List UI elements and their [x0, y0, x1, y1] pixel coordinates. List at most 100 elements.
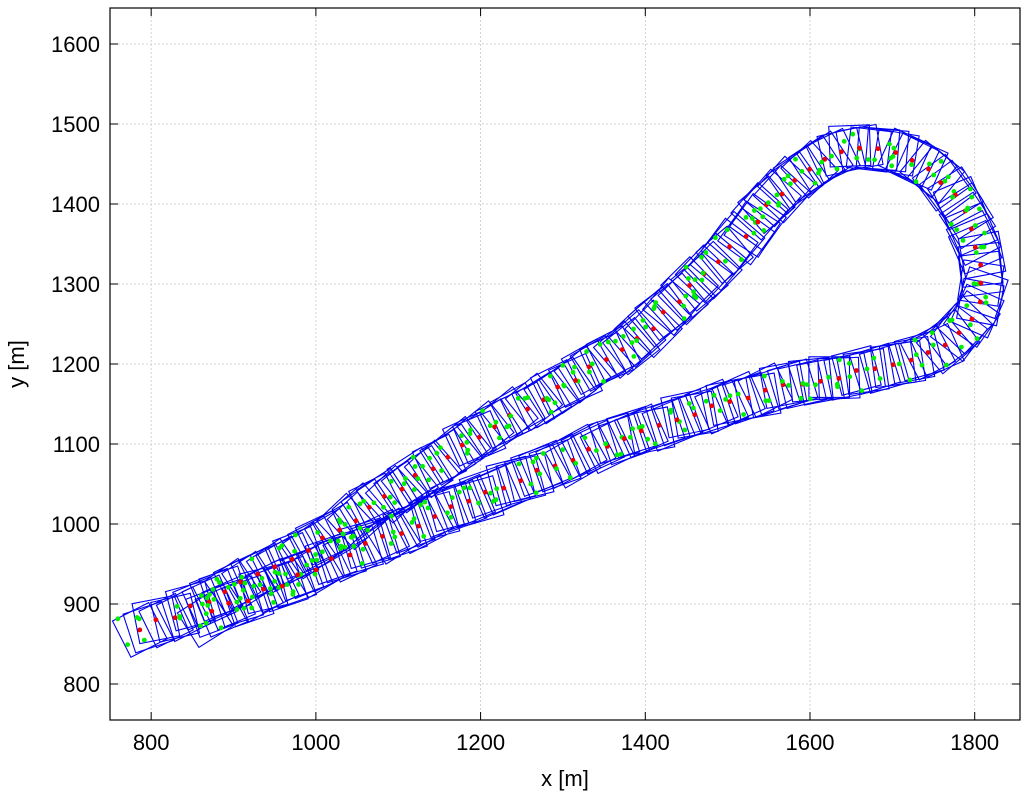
feature-point [594, 448, 599, 453]
center-point [925, 350, 931, 355]
pose-box [474, 393, 530, 449]
feature-point [683, 264, 689, 270]
feature-point [835, 384, 840, 390]
feature-point [969, 194, 975, 200]
feature-point [434, 450, 440, 456]
feature-point [760, 214, 766, 220]
feature-point [528, 481, 534, 487]
feature-point [410, 454, 416, 460]
x-tick-label: 1400 [621, 730, 670, 755]
feature-point [854, 155, 860, 161]
feature-point [134, 615, 140, 620]
feature-point [437, 445, 443, 450]
feature-point [819, 159, 825, 165]
feature-point [237, 595, 243, 601]
feature-point [703, 250, 709, 255]
feature-point [392, 534, 398, 540]
pose-box [660, 388, 710, 439]
feature-point [467, 485, 473, 491]
feature-point [618, 451, 624, 457]
feature-point [415, 476, 421, 482]
feature-point [461, 485, 467, 491]
feature-point [561, 383, 567, 389]
feature-point [389, 513, 394, 519]
feature-point [841, 138, 847, 144]
feature-point [983, 300, 989, 306]
feature-point [864, 366, 870, 372]
center-point [313, 567, 319, 573]
feature-point [968, 322, 973, 328]
center-point [709, 403, 714, 409]
feature-point [226, 584, 231, 590]
feature-point [360, 546, 366, 552]
pose-box [553, 344, 613, 404]
feature-point [217, 580, 222, 585]
center-point [261, 586, 266, 592]
pose-box [694, 379, 750, 435]
feature-point [348, 534, 354, 540]
feature-point [847, 374, 853, 380]
pose-box [842, 348, 890, 396]
feature-point [449, 495, 455, 500]
feature-point [412, 464, 418, 469]
feature-point [493, 497, 499, 503]
feature-point [757, 206, 763, 212]
feature-point [174, 604, 180, 609]
pose-box [529, 359, 586, 415]
feature-point [973, 223, 978, 228]
feature-point [234, 607, 240, 612]
feature-point [693, 295, 699, 300]
center-point [926, 166, 931, 172]
center-point [380, 533, 385, 539]
center-point [792, 178, 798, 183]
center-point [619, 347, 625, 352]
feature-point [948, 221, 954, 227]
feature-point [800, 381, 806, 386]
feature-point [890, 154, 896, 159]
feature-point [533, 490, 539, 496]
pose-box [805, 127, 861, 184]
feature-point [357, 501, 363, 507]
feature-point [652, 441, 658, 447]
center-point [822, 156, 828, 162]
feature-point [304, 562, 310, 568]
feature-point [826, 374, 831, 380]
feature-point [699, 277, 705, 283]
feature-point [572, 364, 577, 370]
pose-box [758, 360, 808, 410]
feature-point [346, 504, 352, 510]
feature-point [276, 545, 282, 551]
feature-point [954, 227, 960, 233]
center-point [238, 579, 244, 585]
y-tick-label: 900 [63, 592, 100, 617]
feature-point [207, 592, 212, 597]
feature-point [589, 361, 595, 367]
feature-point [125, 642, 130, 647]
feature-point [328, 538, 333, 544]
center-point [716, 259, 721, 265]
feature-point [964, 303, 970, 308]
pose-box [650, 272, 709, 332]
feature-point [947, 318, 953, 324]
feature-point [412, 487, 417, 492]
feature-point [515, 395, 521, 401]
feature-point [239, 574, 245, 580]
feature-point [418, 502, 424, 508]
center-point [638, 428, 644, 434]
center-point [448, 504, 454, 510]
center-point [501, 485, 507, 491]
center-point [656, 422, 662, 428]
feature-point [681, 303, 686, 309]
feature-point [548, 373, 553, 379]
feature-point [554, 466, 559, 472]
center-point [137, 627, 143, 633]
y-tick-label: 1400 [51, 192, 100, 217]
feature-point [480, 408, 485, 414]
center-point [306, 548, 311, 553]
feature-point [570, 369, 576, 375]
feature-point [700, 270, 706, 276]
feature-point [945, 174, 951, 180]
center-point [890, 362, 896, 368]
feature-point [115, 616, 121, 622]
feature-point [497, 435, 502, 441]
